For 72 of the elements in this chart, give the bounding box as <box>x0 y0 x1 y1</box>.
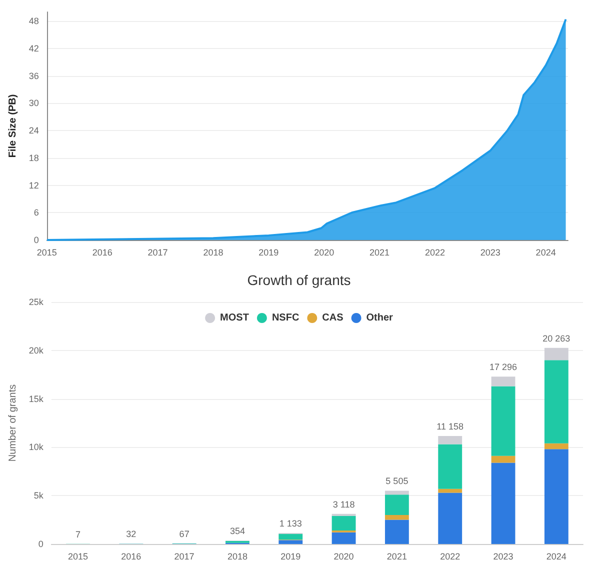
y-tick-label: 5k <box>34 490 44 501</box>
total-label: 354 <box>230 526 245 536</box>
bar <box>491 462 516 544</box>
total-label: 11 158 <box>436 421 464 432</box>
bar <box>491 376 516 386</box>
y-tick-label: 25k <box>28 297 44 307</box>
y-tick-label: 30 <box>28 98 39 108</box>
bar <box>278 540 303 544</box>
x-tick-label: 2018 <box>227 552 248 562</box>
y-axis-title: File Size (PB) <box>8 94 18 158</box>
y-tick-label: 20k <box>28 345 44 356</box>
bar <box>384 494 409 515</box>
bar <box>544 348 568 360</box>
bar <box>544 443 568 450</box>
y-tick-label: 48 <box>28 16 39 26</box>
bar <box>384 514 409 520</box>
x-tick-label: 2022 <box>440 552 460 562</box>
y-tick-label: 12 <box>28 180 39 190</box>
y-tick-label: 36 <box>28 70 39 81</box>
legend-label: MOST <box>220 312 249 324</box>
x-tick-label: 2019 <box>280 552 301 562</box>
x-tick-label: 2023 <box>480 248 500 258</box>
x-tick-label: 2018 <box>203 248 224 258</box>
bar <box>438 492 462 544</box>
total-label: 7 <box>75 529 80 540</box>
y-tick-label: 24 <box>28 126 39 136</box>
x-tick-label: 2022 <box>424 248 445 258</box>
total-label: 32 <box>126 529 136 540</box>
x-tick-label: 2020 <box>314 248 334 258</box>
bar <box>438 488 462 493</box>
total-label: 5 505 <box>386 476 408 486</box>
y-tick-label: 6 <box>34 208 39 218</box>
y-tick-label: 42 <box>28 43 39 54</box>
bar <box>438 444 462 489</box>
bar <box>544 360 568 444</box>
y-axis-title: Number of grants <box>8 384 18 462</box>
total-label: 20 263 <box>542 333 570 344</box>
y-tick-label: 0 <box>34 235 39 245</box>
x-tick-label: 2019 <box>258 248 279 258</box>
chart-title: Growth of grants <box>247 272 351 288</box>
total-label: 1 133 <box>279 518 302 529</box>
x-tick-label: 2016 <box>121 552 142 562</box>
x-tick-label: 2015 <box>36 248 57 258</box>
y-tick-label: 0 <box>38 539 44 549</box>
x-tick-label: 2021 <box>386 552 407 562</box>
bar <box>384 520 409 544</box>
legend-label: CAS <box>322 312 344 324</box>
y-tick-label: 18 <box>28 152 39 163</box>
bar <box>491 386 516 456</box>
bar <box>384 490 409 495</box>
x-tick-label: 2021 <box>370 248 390 258</box>
total-label: 67 <box>179 528 190 539</box>
bar <box>332 516 356 530</box>
bar <box>438 436 462 444</box>
x-tick-label: 2020 <box>334 552 354 562</box>
total-label: 3 118 <box>332 499 355 510</box>
legend-label: NSFC <box>272 312 300 324</box>
y-tick-label: 10k <box>28 442 44 452</box>
x-tick-label: 2017 <box>174 552 194 562</box>
total-label: 17 296 <box>489 362 518 372</box>
y-tick-label: 15k <box>28 394 44 404</box>
x-tick-label: 2016 <box>92 248 112 258</box>
bar <box>544 449 568 544</box>
bar <box>332 532 356 544</box>
bar <box>491 456 516 463</box>
bar <box>278 534 303 540</box>
x-tick-label: 2017 <box>148 248 168 258</box>
legend-label: Other <box>366 312 394 324</box>
x-tick-label: 2024 <box>546 552 566 562</box>
x-tick-label: 2015 <box>68 552 88 562</box>
x-tick-label: 2024 <box>536 248 556 258</box>
x-tick-label: 2023 <box>493 552 514 562</box>
